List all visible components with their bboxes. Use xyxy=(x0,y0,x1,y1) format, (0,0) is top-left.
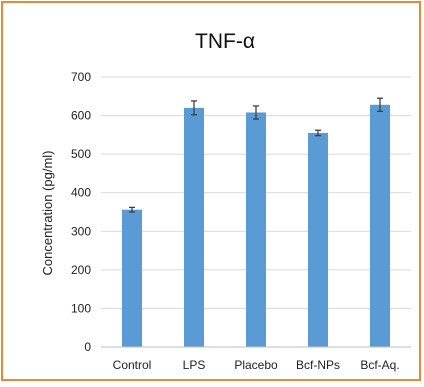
error-bar xyxy=(191,100,197,116)
chart-title: TNF-α xyxy=(195,30,255,53)
y-tick-label: 100 xyxy=(71,301,91,315)
bar-control xyxy=(122,209,142,347)
bar-chart: TNF-α Concentration (pg/ml) 0 100 200 300 40… xyxy=(40,30,411,372)
chart-frame: TNF-α Concentration (pg/ml) 0 100 200 300 40… xyxy=(1,1,421,381)
x-tick-label: Bcf-NPs xyxy=(296,358,340,372)
y-tick-label: 400 xyxy=(71,186,91,200)
error-bar xyxy=(315,129,321,137)
y-axis-label: Concentration (pg/ml) xyxy=(40,151,55,276)
x-tick-label: Bcf-Aq. xyxy=(360,358,399,372)
error-bar xyxy=(377,97,383,112)
y-tick-label: 500 xyxy=(71,147,91,161)
y-tick-label: 0 xyxy=(84,340,91,354)
y-tick-label: 600 xyxy=(71,109,91,123)
x-tick-label: Control xyxy=(113,358,152,372)
x-tick-label: LPS xyxy=(183,358,206,372)
y-tick-label: 700 xyxy=(71,70,91,84)
error-bar xyxy=(129,206,135,213)
bar-lps xyxy=(184,107,204,347)
x-tick-label: Placebo xyxy=(234,358,278,372)
bar-bcf-nps xyxy=(308,132,328,347)
error-bar xyxy=(253,105,259,120)
y-tick-label: 300 xyxy=(71,224,91,238)
bar-bcf-aq- xyxy=(370,104,390,348)
bar-placebo xyxy=(246,112,266,347)
y-tick-label: 200 xyxy=(71,263,91,277)
